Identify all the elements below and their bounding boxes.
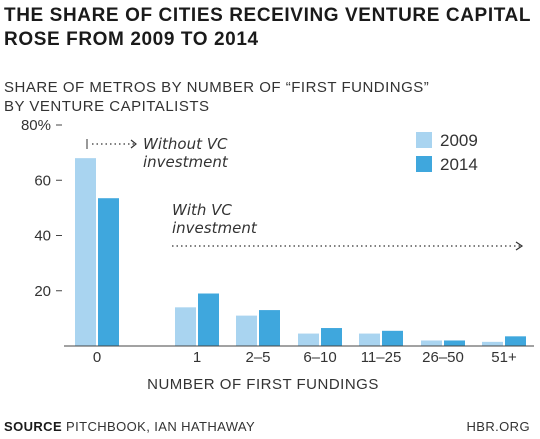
- arrow-head-icon: [130, 139, 137, 149]
- bar-2014-3: [321, 328, 342, 346]
- bar-2014-1: [198, 293, 219, 346]
- annotation-text: investment: [172, 219, 258, 237]
- bar-2014-4: [382, 330, 403, 346]
- source-text: PITCHBOOK, IAN HATHAWAY: [66, 419, 256, 434]
- bar-2009-3: [298, 333, 319, 346]
- bar-2014-2: [259, 310, 280, 346]
- x-tick-label: 1: [193, 349, 201, 366]
- bar-2009-2: [236, 315, 257, 346]
- y-tick-label: 60: [34, 172, 51, 189]
- annotation-text: With VC: [172, 201, 232, 219]
- chart-subtitle-line-2: BY VENTURE CAPITALISTS: [4, 98, 210, 115]
- chart-title-line-2: rose from 2009 to 2014: [4, 29, 259, 50]
- y-tick-label: 40: [34, 228, 51, 245]
- source-note: SOURCE PITCHBOOK, IAN HATHAWAY: [4, 419, 255, 434]
- arrow-head-icon: [515, 241, 524, 251]
- annotation-text: Without VC: [143, 135, 228, 153]
- chart-subtitle-line-1: SHARE OF METROS BY NUMBER OF “FIRST FUND…: [4, 79, 430, 96]
- y-tick-label: 20: [34, 283, 51, 300]
- legend-label-2009: 2009: [440, 131, 478, 150]
- x-tick-label: 0: [93, 349, 101, 366]
- x-tick-label: 26–50: [422, 349, 464, 366]
- x-tick-label: 11–25: [361, 349, 402, 366]
- y-axis: 20 40 60 80%: [21, 117, 62, 300]
- brand-link[interactable]: HBR.ORG: [466, 419, 530, 434]
- x-axis-ticks: 0 1 2–5 6–10 11–25 26–50 51+: [93, 349, 517, 366]
- legend-label-2014: 2014: [440, 155, 478, 174]
- source-label: SOURCE: [4, 419, 63, 434]
- bar-2014-0: [98, 198, 119, 346]
- y-tick-label: 80%: [21, 117, 51, 134]
- bar-chart: 20 40 60 80% 0 1 2–5 6–10 11–25 26–50 51+ NUMBER …: [21, 117, 534, 393]
- bar-2014-6: [505, 336, 526, 346]
- chart-title-line-1: The share of cities receiving venture ca…: [4, 5, 532, 26]
- bar-2009-0: [75, 158, 96, 346]
- bar-2009-1: [175, 307, 196, 346]
- x-tick-label: 51+: [491, 349, 517, 366]
- bar-2014-5: [444, 340, 465, 346]
- legend: 2009 2014: [416, 131, 478, 174]
- x-tick-label: 6–10: [303, 349, 336, 366]
- bar-2009-6: [482, 341, 503, 346]
- x-axis-label: NUMBER OF FIRST FUNDINGS: [147, 376, 379, 393]
- bars: [75, 158, 526, 346]
- bar-2009-4: [359, 333, 380, 346]
- chart-subtitle: SHARE OF METROS BY NUMBER OF “FIRST FUND…: [4, 78, 534, 116]
- annotation-text: investment: [143, 153, 229, 171]
- bar-2009-5: [421, 340, 442, 346]
- legend-swatch-2009: [416, 132, 432, 148]
- legend-swatch-2014: [416, 156, 432, 172]
- chart-title: The share of cities receiving venture ca…: [4, 4, 534, 52]
- x-tick-label: 2–5: [245, 349, 270, 366]
